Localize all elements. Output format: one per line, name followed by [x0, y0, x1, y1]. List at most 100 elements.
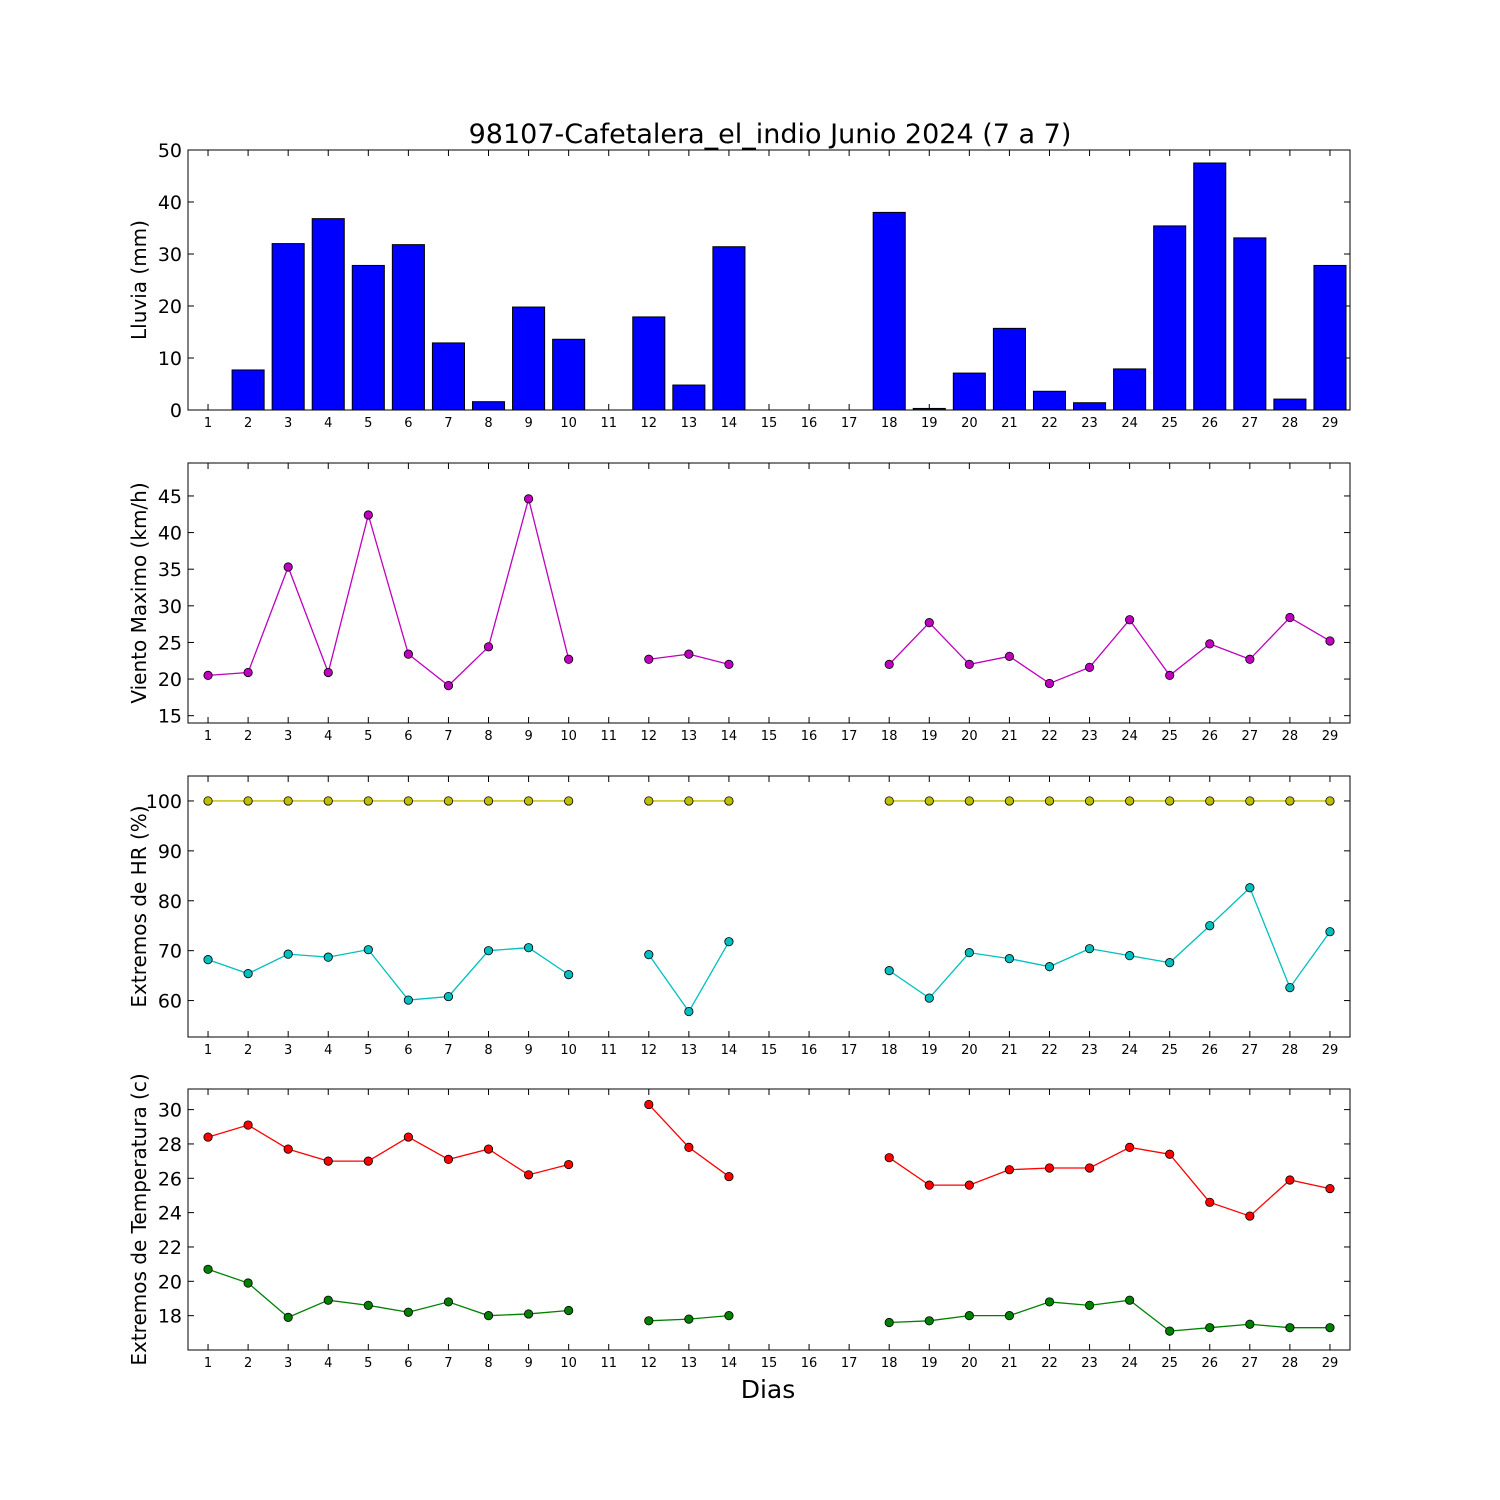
data-point	[283, 1144, 293, 1154]
y-axis-label: Lluvia (mm)	[127, 220, 151, 340]
data-point	[724, 937, 734, 947]
data-point	[564, 970, 574, 980]
x-tick-label: 3	[284, 416, 292, 431]
x-tick-label: 6	[404, 1356, 412, 1371]
data-point	[443, 681, 454, 691]
y-tick-label: 20	[158, 296, 182, 318]
data-point	[443, 796, 454, 806]
x-tick-label: 7	[444, 729, 452, 744]
data-point	[323, 667, 333, 678]
x-tick-label: 20	[961, 1356, 978, 1371]
x-tick-label: 4	[324, 1356, 332, 1371]
x-tick-label: 26	[1201, 1356, 1218, 1371]
chart-title: 98107-Cafetalera_el_indio Junio 2024 (7 …	[469, 119, 1072, 150]
data-point	[644, 796, 654, 806]
x-tick-label: 22	[1041, 729, 1058, 744]
data-point	[1285, 796, 1295, 806]
data-point	[443, 991, 454, 1002]
x-tick-label: 21	[1001, 416, 1018, 431]
series-line	[889, 1299, 1330, 1332]
y-tick-label: 30	[158, 244, 182, 266]
data-point	[724, 659, 734, 670]
data-point	[724, 1311, 734, 1321]
data-point	[403, 995, 413, 1005]
x-tick-label: 27	[1242, 1043, 1259, 1058]
data-point	[243, 1120, 253, 1130]
rain-bar	[992, 327, 1026, 411]
data-point	[1285, 982, 1295, 993]
y-tick-label: 25	[158, 632, 182, 654]
data-point	[1165, 796, 1175, 806]
x-tick-label: 9	[524, 416, 532, 431]
data-point	[1084, 1163, 1095, 1173]
data-point	[1004, 954, 1015, 964]
x-tick-label: 4	[324, 416, 332, 431]
x-tick-label: 29	[1322, 1043, 1339, 1058]
data-point	[724, 796, 734, 806]
x-tick-label: 15	[761, 1356, 778, 1371]
data-point	[523, 494, 534, 504]
x-tick-label: 10	[560, 416, 577, 431]
x-tick-label: 26	[1201, 729, 1218, 744]
data-point	[884, 1153, 894, 1163]
x-tick-label: 12	[641, 416, 658, 431]
x-tick-label: 5	[364, 729, 372, 744]
x-tick-label: 17	[841, 1356, 858, 1371]
data-point	[1044, 962, 1055, 972]
rain-bar	[471, 401, 506, 411]
data-point	[964, 1180, 974, 1190]
y-tick-label: 45	[158, 486, 182, 508]
y-tick-label: 20	[158, 669, 182, 691]
rain-bar	[912, 407, 946, 411]
plot-frame	[187, 462, 1351, 724]
x-tick-label: 9	[524, 1356, 532, 1371]
series-line	[888, 886, 1331, 999]
x-tick-label: 11	[600, 1043, 617, 1058]
x-tick-label: 24	[1121, 1043, 1138, 1058]
data-point	[1205, 796, 1215, 806]
x-tick-label: 11	[600, 416, 617, 431]
data-point	[1084, 944, 1095, 954]
x-tick-label: 10	[560, 1043, 577, 1058]
x-tick-label: 21	[1001, 1043, 1018, 1058]
data-point	[1165, 1149, 1175, 1159]
data-point	[1245, 654, 1255, 664]
x-tick-label: 16	[801, 1043, 818, 1058]
series-line	[207, 947, 570, 1001]
data-point	[1205, 639, 1215, 649]
y-tick-label: 24	[158, 1203, 182, 1225]
y-tick-label: 26	[158, 1168, 182, 1190]
x-tick-label: 21	[1001, 729, 1018, 744]
y-tick-label: 70	[158, 941, 182, 963]
data-point	[403, 649, 413, 659]
data-point	[1044, 678, 1055, 689]
data-point	[203, 1264, 213, 1274]
x-tick-label: 11	[600, 729, 617, 744]
data-point	[1004, 796, 1015, 806]
y-tick-label: 20	[158, 1271, 182, 1293]
y-tick-label: 22	[158, 1237, 182, 1259]
y-tick-label: 28	[158, 1134, 182, 1156]
data-point	[684, 1314, 694, 1324]
y-tick-label: 18	[158, 1306, 182, 1328]
data-point	[203, 1132, 213, 1142]
x-tick-label: 8	[484, 729, 492, 744]
data-point	[483, 1144, 494, 1154]
data-point	[1205, 1197, 1215, 1207]
data-point	[564, 1305, 574, 1316]
x-tick-label: 4	[324, 1043, 332, 1058]
x-tick-label: 19	[921, 729, 938, 744]
x-tick-label: 2	[244, 1043, 252, 1058]
x-tick-label: 18	[881, 1356, 898, 1371]
x-tick-label: 7	[444, 1043, 452, 1058]
data-point	[483, 642, 494, 652]
data-point	[1044, 796, 1055, 806]
x-tick-label: 23	[1081, 416, 1098, 431]
x-tick-label: 28	[1282, 729, 1299, 744]
data-point	[1325, 796, 1335, 806]
data-point	[283, 562, 293, 572]
rain-bar	[351, 264, 385, 411]
